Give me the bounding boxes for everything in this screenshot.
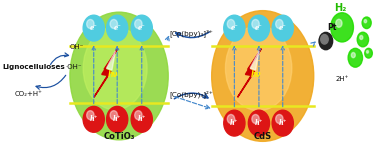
Text: [Co(bpy)₃]³⁺: [Co(bpy)₃]³⁺ xyxy=(169,30,213,37)
Ellipse shape xyxy=(331,13,353,42)
Text: CoTiO₃: CoTiO₃ xyxy=(103,132,135,141)
Text: H₂: H₂ xyxy=(334,3,346,13)
Ellipse shape xyxy=(83,15,104,41)
Ellipse shape xyxy=(87,19,94,29)
Ellipse shape xyxy=(83,106,104,132)
Ellipse shape xyxy=(272,110,293,136)
Ellipse shape xyxy=(360,35,363,40)
Text: h⁺: h⁺ xyxy=(138,115,146,123)
Ellipse shape xyxy=(224,110,245,136)
Text: h⁺: h⁺ xyxy=(279,119,287,127)
Ellipse shape xyxy=(321,35,328,44)
Ellipse shape xyxy=(366,50,369,53)
Ellipse shape xyxy=(252,114,259,124)
Ellipse shape xyxy=(135,19,142,29)
Ellipse shape xyxy=(225,26,292,111)
Ellipse shape xyxy=(107,15,128,41)
Text: [Co(bpy)₃]²⁺: [Co(bpy)₃]²⁺ xyxy=(169,90,213,98)
Ellipse shape xyxy=(248,15,270,41)
Text: h⁺: h⁺ xyxy=(255,119,263,127)
Ellipse shape xyxy=(110,111,118,120)
Text: e⁻: e⁻ xyxy=(113,24,121,32)
Text: CdS: CdS xyxy=(254,132,272,141)
Ellipse shape xyxy=(110,19,118,29)
Text: 2H⁺: 2H⁺ xyxy=(335,76,349,82)
Text: h⁺: h⁺ xyxy=(230,119,239,127)
Polygon shape xyxy=(250,51,259,70)
Text: hν: hν xyxy=(107,70,118,79)
Ellipse shape xyxy=(248,110,270,136)
Ellipse shape xyxy=(336,19,342,27)
Text: h⁺: h⁺ xyxy=(113,115,121,123)
Polygon shape xyxy=(238,49,262,97)
Ellipse shape xyxy=(212,11,314,141)
Text: e⁻: e⁻ xyxy=(138,24,146,32)
Ellipse shape xyxy=(83,27,147,110)
Ellipse shape xyxy=(365,48,372,58)
Text: e⁻: e⁻ xyxy=(231,24,238,32)
Polygon shape xyxy=(94,49,118,97)
Text: hν: hν xyxy=(251,70,262,79)
Ellipse shape xyxy=(70,12,168,140)
Text: e⁻: e⁻ xyxy=(255,24,263,32)
Ellipse shape xyxy=(276,114,283,124)
Ellipse shape xyxy=(319,32,333,50)
Text: ·OH⁻: ·OH⁻ xyxy=(65,64,82,70)
Ellipse shape xyxy=(131,106,152,132)
Ellipse shape xyxy=(362,17,371,29)
Ellipse shape xyxy=(276,19,283,29)
Ellipse shape xyxy=(107,106,128,132)
Text: e⁻: e⁻ xyxy=(279,24,287,32)
Text: CO₂+H⁺: CO₂+H⁺ xyxy=(15,91,43,97)
Polygon shape xyxy=(107,51,115,70)
Text: e⁻: e⁻ xyxy=(90,24,98,32)
Ellipse shape xyxy=(357,32,369,47)
Ellipse shape xyxy=(351,53,355,58)
Ellipse shape xyxy=(87,111,94,120)
Ellipse shape xyxy=(364,20,367,23)
Ellipse shape xyxy=(227,114,235,124)
Ellipse shape xyxy=(131,15,152,41)
Ellipse shape xyxy=(227,19,235,29)
Text: OH⁻: OH⁻ xyxy=(70,44,84,50)
Ellipse shape xyxy=(252,19,259,29)
Text: h⁺: h⁺ xyxy=(90,115,98,123)
Ellipse shape xyxy=(272,15,293,41)
Ellipse shape xyxy=(135,111,142,120)
Text: Lignocelluloses: Lignocelluloses xyxy=(2,64,65,70)
Ellipse shape xyxy=(348,48,363,67)
Ellipse shape xyxy=(224,15,245,41)
Text: Pt: Pt xyxy=(327,23,336,32)
